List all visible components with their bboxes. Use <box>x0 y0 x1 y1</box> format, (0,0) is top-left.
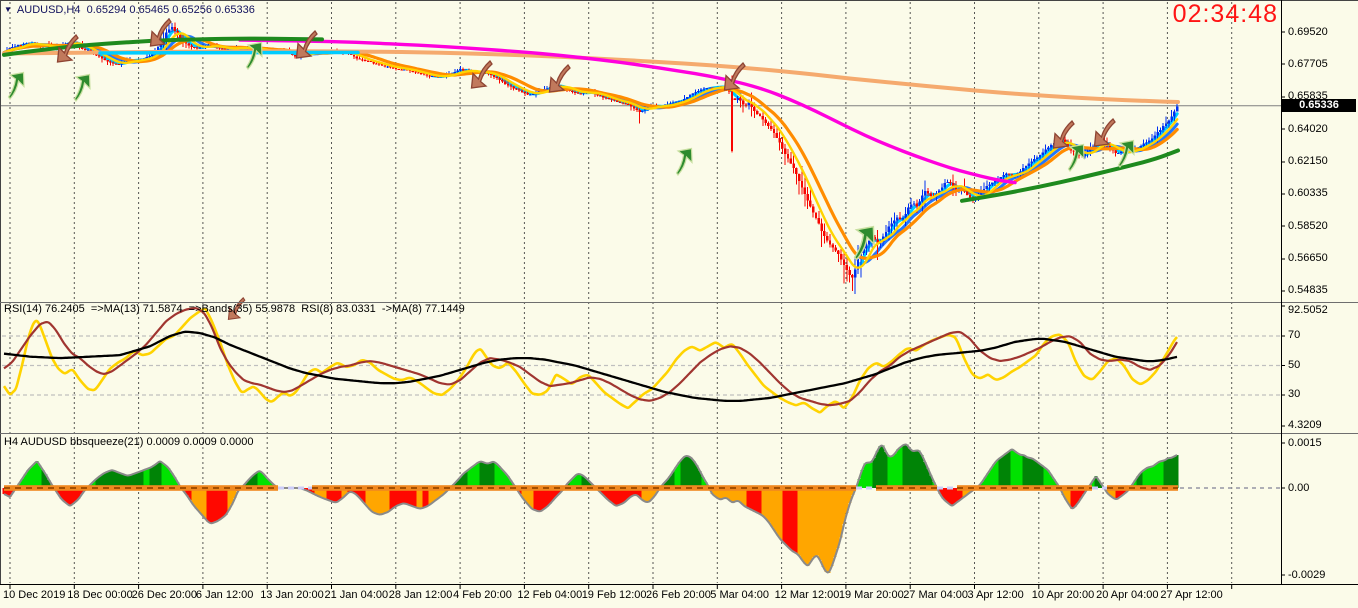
sell-arrow-icon <box>149 18 172 47</box>
sell-arrow-icon <box>548 64 571 93</box>
buy-arrow-icon <box>73 73 91 102</box>
sell-arrow-icon <box>1093 118 1116 147</box>
squeeze-on-band <box>312 485 856 491</box>
rsi-panel-area[interactable] <box>0 303 1281 433</box>
buy-arrow-icon <box>675 147 693 176</box>
market-clock: 02:34:48 <box>1172 0 1278 28</box>
squeeze-envelope <box>3 443 1178 574</box>
squeeze-indicator-label: H4 AUDUSD bbsqueeze(21) 0.0009 0.0009 0.… <box>4 436 254 448</box>
squeeze-bars <box>2 444 1179 573</box>
buy-arrow-icon <box>853 225 875 261</box>
ma-cyan_flat <box>98 50 360 55</box>
rsi-indicator-label: RSI(14) 76.2405 =>MA(13) 71.5874 =>Bands… <box>4 303 465 315</box>
buy-arrow-icon <box>245 41 263 70</box>
squeeze-on-band <box>876 485 937 491</box>
sell-arrow-icon <box>723 62 746 91</box>
chart-ohlc-header: ▼ AUDUSD,H4 0.65294 0.65465 0.65256 0.653… <box>4 4 255 16</box>
buy-arrow-icon <box>1117 139 1135 168</box>
buy-arrow-icon <box>1067 143 1085 172</box>
ohlc-text: AUDUSD,H4 0.65294 0.65465 0.65256 0.6533… <box>16 4 255 16</box>
current-price-tag: 0.65336 <box>1282 99 1356 112</box>
symbol-marker-icon: ▼ <box>4 5 12 14</box>
ma-magenta <box>238 38 1017 185</box>
sell-arrow-icon <box>470 60 493 89</box>
rsi-series-rsi-slow <box>3 330 1178 403</box>
sell-arrow-icon <box>295 30 318 59</box>
ma-green <box>960 148 1180 203</box>
sell-arrow-icon <box>1052 120 1075 149</box>
buy-arrow-icon <box>7 71 25 100</box>
sell-arrow-icon <box>56 34 79 63</box>
squeeze-panel-area[interactable] <box>0 434 1281 584</box>
sell-arrow-icon <box>227 297 246 321</box>
